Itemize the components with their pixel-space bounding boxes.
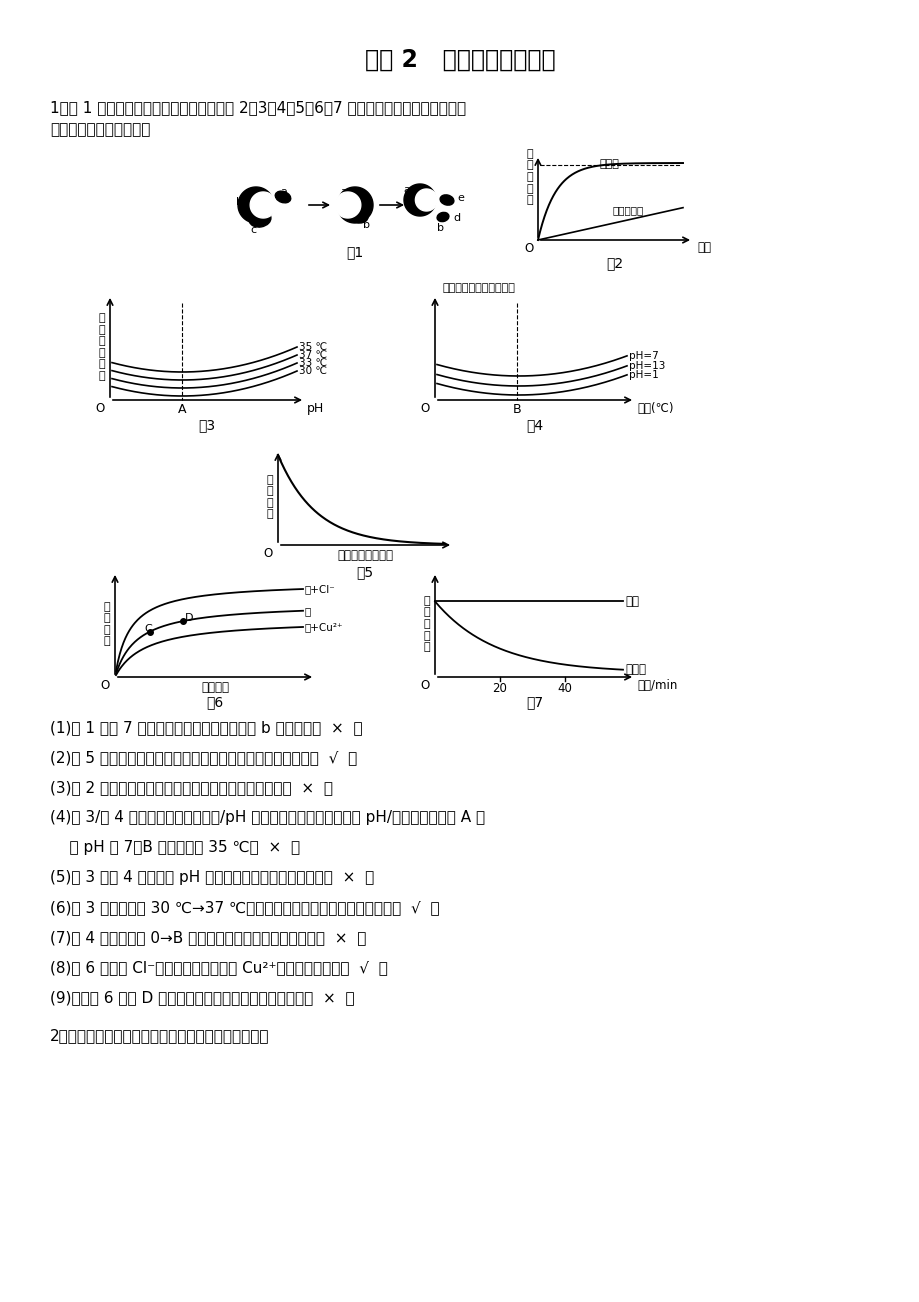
Text: 没有催化剂: 没有催化剂: [612, 204, 643, 215]
Polygon shape: [335, 191, 360, 217]
Text: a: a: [279, 187, 287, 197]
Text: 的 pH 为 7，B 点的温度为 35 ℃（  ×  ）: 的 pH 为 7，B 点的温度为 35 ℃（ × ）: [50, 840, 300, 855]
Text: 时间/min: 时间/min: [636, 680, 676, 691]
Text: (2)图 5 说明该酶的化学本质为蛋白质，其基本单位为氨基酸（  √  ）: (2)图 5 说明该酶的化学本质为蛋白质，其基本单位为氨基酸（ √ ）: [50, 750, 357, 766]
Ellipse shape: [437, 212, 448, 221]
Ellipse shape: [344, 201, 357, 210]
Text: 酶+Cu²⁺: 酶+Cu²⁺: [305, 622, 343, 631]
Text: 图2: 图2: [606, 256, 623, 270]
Polygon shape: [250, 191, 276, 217]
Text: (5)图 3 和图 4 中温度和 pH 对酶的影响机理是完全一样的（  ×  ）: (5)图 3 和图 4 中温度和 pH 对酶的影响机理是完全一样的（ × ）: [50, 870, 374, 885]
Text: b: b: [236, 197, 243, 207]
Text: pH=7: pH=7: [629, 350, 658, 361]
Text: D: D: [185, 613, 193, 624]
Text: pH=13: pH=13: [629, 361, 664, 371]
Text: O: O: [96, 402, 105, 415]
Text: 麦芽糖: 麦芽糖: [624, 663, 645, 676]
Polygon shape: [238, 187, 274, 223]
Text: 图4: 图4: [526, 418, 543, 432]
Text: b: b: [437, 223, 444, 233]
Text: 生
成
物
的
量: 生 成 物 的 量: [526, 148, 532, 206]
Text: 酶+Cl⁻: 酶+Cl⁻: [305, 585, 335, 594]
Text: 37 ℃: 37 ℃: [299, 350, 327, 361]
Polygon shape: [415, 189, 437, 211]
Text: O: O: [420, 680, 429, 691]
Text: 2．细胞内糖的分解代谢过程如下图，判断下列叙述：: 2．细胞内糖的分解代谢过程如下图，判断下列叙述：: [50, 1029, 269, 1043]
Text: 酶: 酶: [305, 605, 311, 616]
Polygon shape: [403, 184, 436, 216]
Text: pH=1: pH=1: [629, 370, 658, 380]
Text: (7)图 4 中，温度从 0→B 变化过程中，酶的活性逐渐降低（  ×  ）: (7)图 4 中，温度从 0→B 变化过程中，酶的活性逐渐降低（ × ）: [50, 930, 366, 945]
Text: (9)若在图 6 中的 D 点时增加酶的浓度，则反应速率不变（  ×  ）: (9)若在图 6 中的 D 点时增加酶的浓度，则反应速率不变（ × ）: [50, 990, 354, 1005]
Text: 酶
的
活
性: 酶 的 活 性: [267, 475, 273, 519]
Text: O: O: [101, 680, 110, 691]
Text: (3)图 2 说明酶具有高效性，能改变化学反应的平衡点（  ×  ）: (3)图 2 说明酶具有高效性，能改变化学反应的平衡点（ × ）: [50, 780, 333, 796]
Text: 加入酶: 加入酶: [599, 159, 619, 169]
Text: 图6: 图6: [206, 695, 223, 710]
Text: 图示 2   细胞代谢相关图示: 图示 2 细胞代谢相关图示: [364, 48, 555, 72]
Text: C: C: [144, 624, 152, 634]
Text: O: O: [264, 547, 273, 560]
Text: 温度(℃): 温度(℃): [636, 402, 673, 415]
Text: 反
应
速
率: 反 应 速 率: [103, 602, 110, 646]
Text: 图5: 图5: [356, 565, 373, 579]
Text: 反应物剩余量（相对量）: 反应物剩余量（相对量）: [443, 283, 516, 293]
Text: (6)图 3 中，温度由 30 ℃→37 ℃变化过程中，酶的活性先升高后降低（  √  ）: (6)图 3 中，温度由 30 ℃→37 ℃变化过程中，酶的活性先升高后降低（ …: [50, 900, 439, 915]
Text: 反
应
物
剩
余
量: 反 应 物 剩 余 量: [98, 312, 105, 381]
Text: 图1: 图1: [346, 245, 363, 259]
Text: A: A: [177, 404, 186, 417]
Ellipse shape: [249, 211, 270, 227]
Text: 30 ℃: 30 ℃: [299, 366, 326, 376]
Polygon shape: [336, 187, 372, 223]
Text: (4)图 3/图 4 说明了反应溶液中温度/pH 的变化不影响酶作用的最适 pH/最适温度，其中 A 点: (4)图 3/图 4 说明了反应溶液中温度/pH 的变化不影响酶作用的最适 pH…: [50, 810, 484, 825]
Text: c: c: [349, 210, 356, 220]
Text: (1)图 1 和图 7 都说明酶作用的专一性，其中 b 为麦芽糖（  ×  ）: (1)图 1 和图 7 都说明酶作用的专一性，其中 b 为麦芽糖（ × ）: [50, 720, 362, 736]
Ellipse shape: [275, 191, 290, 203]
Text: b: b: [363, 220, 369, 230]
Text: 图7: 图7: [526, 695, 543, 710]
Text: 图3: 图3: [199, 418, 215, 432]
Text: d: d: [452, 214, 460, 223]
Text: 1．图 1 是对酶的某种特性的解释模型，图 2、3、4、5、6、7 是用某种酶进行有关实验的结: 1．图 1 是对酶的某种特性的解释模型，图 2、3、4、5、6、7 是用某种酶进…: [50, 100, 466, 115]
Text: e: e: [457, 193, 463, 203]
Text: 底
物
剩
余
量: 底 物 剩 余 量: [423, 596, 429, 652]
Text: 果，据图判断下列说法：: 果，据图判断下列说法：: [50, 122, 150, 137]
Text: 时间: 时间: [697, 241, 710, 254]
Text: 蔗糖: 蔗糖: [624, 595, 639, 608]
Text: 底物浓度: 底物浓度: [200, 681, 229, 694]
Text: a: a: [340, 187, 346, 197]
Text: (8)图 6 能说明 Cl⁻是该酶的激活剂，而 Cu²⁺是该酶的抑制剂（  √  ）: (8)图 6 能说明 Cl⁻是该酶的激活剂，而 Cu²⁺是该酶的抑制剂（ √ ）: [50, 960, 388, 975]
Text: 40: 40: [557, 682, 572, 695]
Text: B: B: [512, 404, 521, 417]
Ellipse shape: [439, 195, 453, 206]
Ellipse shape: [352, 211, 368, 223]
Text: O: O: [524, 242, 533, 255]
Text: pH: pH: [307, 402, 323, 415]
Text: 35 ℃: 35 ℃: [299, 342, 327, 352]
Text: O: O: [420, 402, 429, 415]
Text: 33 ℃: 33 ℃: [299, 358, 327, 368]
Text: a: a: [403, 185, 410, 195]
Text: 20: 20: [492, 682, 507, 695]
Text: c: c: [250, 225, 255, 234]
Text: 经蛋白酶处理时间: 经蛋白酶处理时间: [336, 549, 392, 562]
